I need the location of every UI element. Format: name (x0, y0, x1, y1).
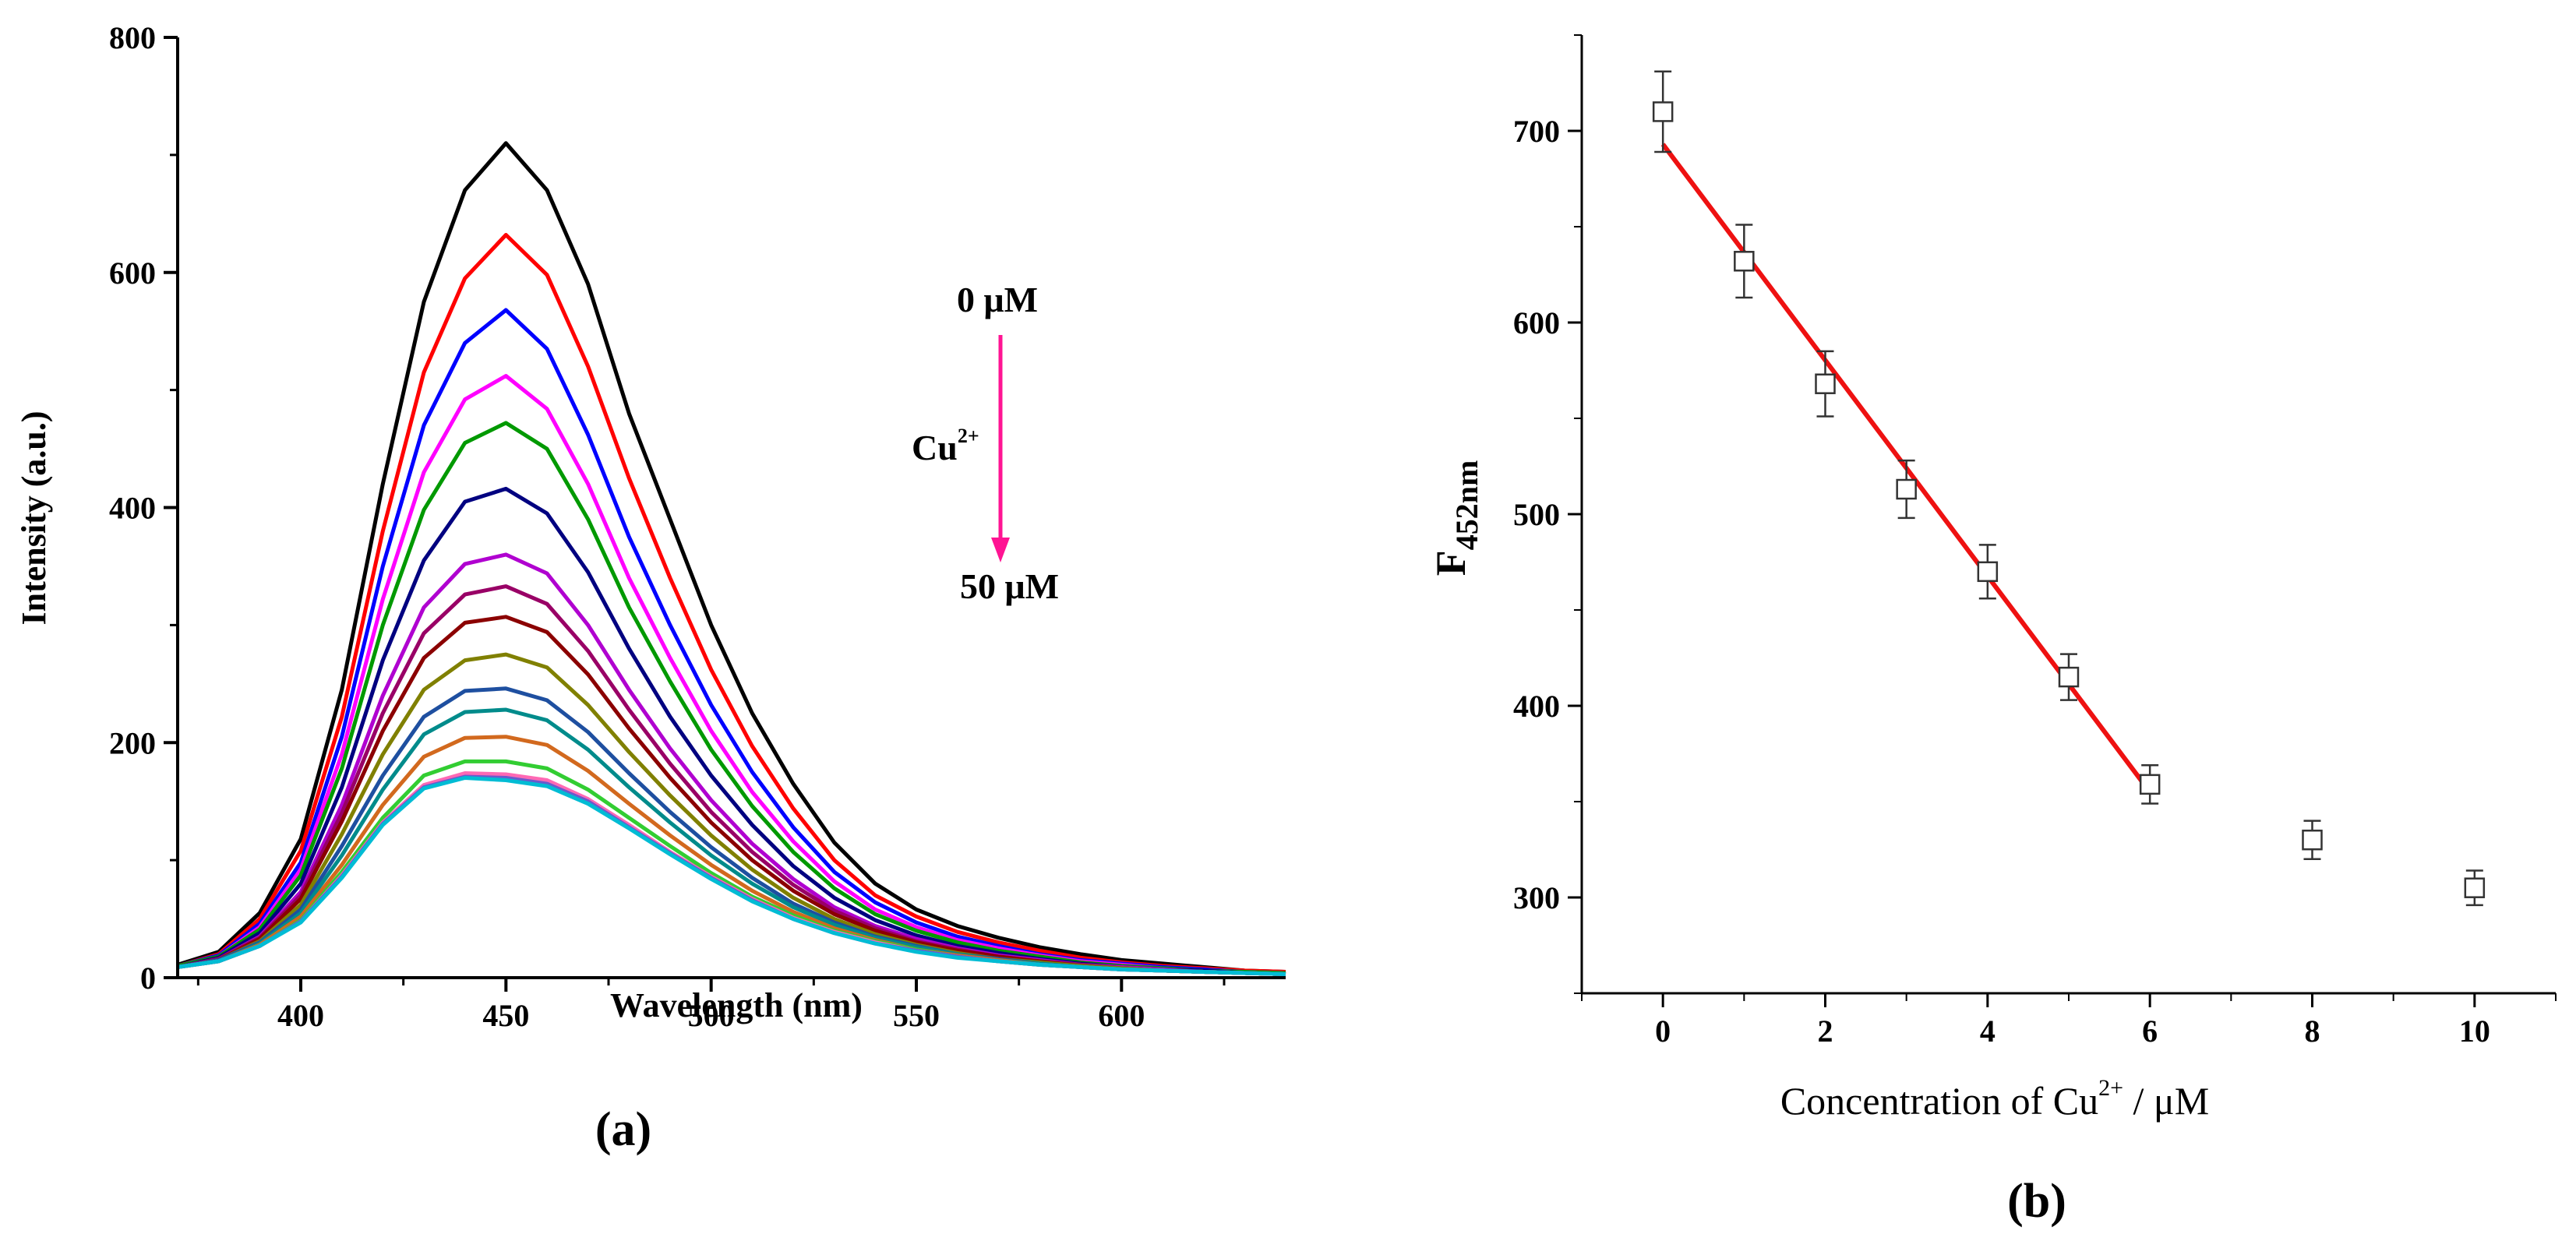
square-marker (1896, 478, 1917, 500)
panel-a-x-tick-label: 600 (1098, 998, 1145, 1033)
panel-a-x-tick-label: 550 (893, 998, 940, 1033)
panel-a-y-axis-title: Intensity (a.u.) (15, 411, 53, 625)
panel-b-y-tick-label: 700 (1513, 114, 1560, 149)
panel-b-y-tick-label: 600 (1513, 305, 1560, 340)
panel-b-y-axis-title-subscript: 452nm (1449, 460, 1484, 551)
panel-b-calibration-chart: 0 2 4 6 8 10 300 400 500 600 700 Concentration of … (1427, 34, 2557, 1228)
panel-b-axes (1580, 35, 2556, 995)
panel-b-y-axis-title-main: F (1427, 550, 1474, 576)
annotation-end-concentration: 50 μM (960, 566, 1059, 606)
panel-b-x-tick-label: 8 (2305, 1014, 2320, 1049)
spectrum-line-1 (177, 141, 1286, 974)
data-point-4 (1896, 459, 1917, 520)
panel-b-y-tick-label: 500 (1513, 497, 1560, 532)
panel-b-x-tick-label: 0 (1655, 1014, 1671, 1049)
data-point-6 (2058, 653, 2080, 701)
panel-a-ticks: 400 450 500 550 600 0 200 400 600 800 (109, 20, 1226, 1033)
panel-a-x-tick-label: 450 (482, 998, 529, 1033)
panel-b-ticks: 0 2 4 6 8 10 300 400 500 600 700 (1513, 34, 2557, 1049)
data-point-5 (1977, 544, 1999, 600)
annotation-ion-charge: 2+ (958, 425, 979, 447)
square-marker (2139, 774, 2161, 795)
data-point-2 (1734, 224, 1755, 299)
square-marker (2058, 666, 2080, 688)
panel-b-x-tick-label: 10 (2459, 1014, 2490, 1049)
panel-a-y-tick-label: 600 (109, 256, 156, 291)
panel-b-y-axis-title: F452nm (1427, 460, 1484, 576)
annotation-arrow-head (991, 538, 1010, 562)
panel-b-x-tick-label: 6 (2142, 1014, 2158, 1049)
panel-a-y-tick-label: 0 (140, 961, 156, 996)
annotation-start-concentration: 0 μM (957, 280, 1038, 319)
panel-a-y-tick-label: 200 (109, 725, 156, 760)
data-point-9 (2464, 869, 2486, 907)
panel-b-x-axis-title-suffix: / μM (2123, 1079, 2209, 1123)
panel-b-y-tick-label: 300 (1513, 880, 1560, 915)
annotation-ion-symbol: Cu (912, 428, 958, 467)
square-marker (2302, 829, 2323, 851)
data-point-7 (2139, 764, 2161, 805)
square-marker (1977, 561, 1999, 583)
panel-a-label: (a) (595, 1103, 651, 1156)
square-marker (1652, 101, 1674, 122)
spectra-series-group (177, 141, 1286, 976)
panel-a-axes (176, 37, 1286, 979)
data-point-8 (2302, 820, 2323, 861)
square-marker (1734, 251, 1755, 272)
panel-b-x-axis-title-main: Concentration of Cu (1780, 1079, 2098, 1123)
panel-a-x-tick-label: 400 (277, 998, 324, 1033)
panel-b-x-axis-title: Concentration of Cu2+ / μM (1780, 1075, 2209, 1123)
panel-a-spectra-chart: 400 450 500 550 600 0 200 400 600 800 Wavelength … (15, 20, 1286, 1156)
data-point-3 (1815, 350, 1836, 418)
annotation-ion: Cu2+ (912, 425, 979, 467)
panel-b-x-tick-label: 4 (1980, 1014, 1996, 1049)
panel-b-x-axis-title-superscript: 2+ (2098, 1075, 2123, 1101)
concentration-annotation: 0 μM Cu2+ 50 μM (912, 280, 1059, 606)
panel-b-points-group (1652, 70, 2486, 907)
spectrum-line-17 (177, 776, 1286, 976)
panel-b-y-tick-label: 400 (1513, 689, 1560, 724)
panel-a-y-tick-label: 400 (109, 491, 156, 526)
data-point-1 (1652, 70, 1674, 153)
panel-a-x-axis-title: Wavelength (nm) (610, 986, 863, 1024)
panel-a-x-tick-label: 500 (688, 998, 735, 1033)
panel-b-label: (b) (2007, 1175, 2066, 1228)
square-marker (2464, 877, 2486, 898)
square-marker (1815, 373, 1836, 394)
panel-b-x-tick-label: 2 (1818, 1014, 1833, 1049)
panel-a-y-tick-label: 800 (109, 20, 156, 55)
